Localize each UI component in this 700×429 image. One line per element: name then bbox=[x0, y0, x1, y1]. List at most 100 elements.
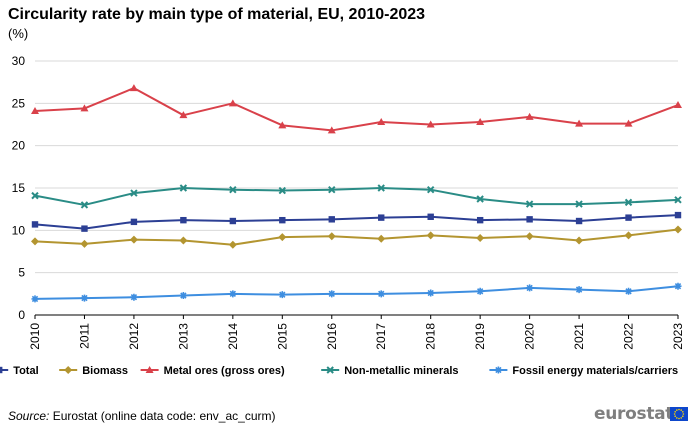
data-point-total bbox=[130, 218, 138, 226]
data-point-metal-ores-gross-ores bbox=[525, 112, 534, 120]
data-point-total bbox=[378, 214, 385, 221]
data-point-metal-ores-gross-ores bbox=[476, 117, 485, 125]
x-tick-label: 2017 bbox=[374, 323, 388, 350]
data-point-biomass bbox=[31, 237, 39, 246]
x-tick-label: 2014 bbox=[226, 323, 240, 350]
series-fossil-energy-materials-carriers bbox=[31, 282, 682, 303]
data-point-non-metallic-minerals bbox=[426, 185, 435, 194]
y-tick-label: 10 bbox=[12, 223, 26, 237]
x-tick-label: 2016 bbox=[325, 323, 339, 350]
series-line-metal-ores-gross-ores bbox=[34, 87, 679, 132]
y-tick-label: 0 bbox=[18, 308, 25, 322]
data-point-metal-ores-gross-ores bbox=[624, 119, 633, 127]
data-point-non-metallic-minerals bbox=[31, 191, 39, 200]
data-point-fossil-energy-materials-carriers bbox=[476, 287, 484, 295]
source-label: Source: bbox=[8, 409, 50, 423]
data-point-non-metallic-minerals bbox=[278, 186, 287, 195]
data-point-biomass bbox=[575, 236, 584, 245]
data-point-biomass bbox=[80, 239, 89, 248]
eu-flag-icon bbox=[670, 407, 688, 421]
x-tick-label: 2013 bbox=[176, 323, 190, 350]
data-point-non-metallic-minerals bbox=[624, 198, 633, 207]
data-point-fossil-energy-materials-carriers bbox=[229, 290, 237, 298]
data-point-fossil-energy-materials-carriers bbox=[427, 289, 435, 297]
y-tick-label: 30 bbox=[12, 54, 26, 68]
legend-item-total[interactable]: Total bbox=[0, 365, 39, 377]
data-point-fossil-energy-materials-carriers bbox=[377, 290, 385, 298]
data-point-non-metallic-minerals bbox=[229, 185, 237, 194]
axes: 0 5 10 15 20 25 30 2010 2011 2012 2013 2014 2015 2016… bbox=[12, 54, 685, 350]
legend-label: Metal ores (gross ores) bbox=[164, 365, 285, 377]
data-point-metal-ores-gross-ores bbox=[80, 104, 89, 112]
y-axis-unit: (%) bbox=[8, 26, 29, 41]
legend-label: Fossil energy materials/carriers bbox=[512, 365, 678, 377]
legend-item-non-metallic-minerals[interactable]: Non-metallic minerals bbox=[321, 365, 459, 377]
data-point-non-metallic-minerals bbox=[80, 201, 89, 209]
legend-item-metal-ores-gross-ores[interactable]: Metal ores (gross ores) bbox=[140, 365, 285, 377]
data-point-fossil-energy-materials-carriers bbox=[328, 290, 336, 298]
data-point-fossil-energy-materials-carriers bbox=[625, 287, 633, 295]
data-point-total bbox=[674, 211, 682, 219]
source-note: Source: Eurostat (online data code: env_… bbox=[8, 409, 276, 423]
x-tick-label: 2022 bbox=[622, 323, 636, 350]
legend-marker bbox=[0, 366, 3, 374]
data-point-metal-ores-gross-ores bbox=[31, 106, 39, 114]
data-point-biomass bbox=[129, 235, 138, 244]
data-point-total bbox=[328, 216, 335, 223]
x-tick-label: 2021 bbox=[572, 323, 586, 350]
data-point-fossil-energy-materials-carriers bbox=[80, 294, 88, 302]
data-point-metal-ores-gross-ores bbox=[129, 84, 138, 92]
data-point-biomass bbox=[228, 240, 237, 249]
data-point-biomass bbox=[278, 233, 287, 242]
data-point-biomass bbox=[624, 231, 633, 240]
data-point-biomass bbox=[674, 225, 682, 234]
legend-item-biomass[interactable]: Biomass bbox=[59, 365, 128, 377]
data-point-metal-ores-gross-ores bbox=[228, 99, 237, 107]
x-tick-label: 2011 bbox=[77, 323, 91, 349]
data-point-fossil-energy-materials-carriers bbox=[179, 292, 187, 300]
data-point-metal-ores-gross-ores bbox=[327, 126, 336, 134]
legend-item-fossil-energy-materials-carriers[interactable]: Fossil energy materials/carriers bbox=[489, 365, 678, 377]
data-point-biomass bbox=[476, 233, 485, 242]
y-tick-label: 20 bbox=[12, 139, 26, 153]
series-total bbox=[31, 211, 682, 232]
x-tick-label: 2015 bbox=[275, 323, 289, 350]
series-line-biomass bbox=[34, 228, 679, 246]
data-point-non-metallic-minerals bbox=[476, 195, 484, 203]
x-tick-label: 2010 bbox=[28, 323, 42, 350]
data-point-total bbox=[180, 216, 187, 224]
data-point-total bbox=[279, 216, 286, 224]
y-tick-label: 25 bbox=[12, 96, 26, 110]
data-point-fossil-energy-materials-carriers bbox=[674, 282, 682, 290]
data-point-non-metallic-minerals bbox=[179, 184, 188, 192]
data-point-metal-ores-gross-ores bbox=[575, 119, 584, 127]
legend-marker bbox=[494, 366, 502, 374]
data-point-non-metallic-minerals bbox=[575, 200, 583, 208]
data-point-metal-ores-gross-ores bbox=[179, 111, 188, 119]
data-point-total bbox=[625, 214, 632, 221]
data-point-fossil-energy-materials-carriers bbox=[575, 286, 583, 294]
data-point-metal-ores-gross-ores bbox=[426, 120, 435, 128]
x-tick-label: 2023 bbox=[671, 323, 685, 350]
data-point-fossil-energy-materials-carriers bbox=[278, 291, 286, 299]
data-point-fossil-energy-materials-carriers bbox=[130, 293, 138, 301]
legend-marker bbox=[326, 366, 334, 374]
data-point-biomass bbox=[525, 232, 534, 241]
data-point-total bbox=[31, 221, 39, 228]
data-point-non-metallic-minerals bbox=[130, 189, 138, 197]
data-point-total bbox=[81, 225, 88, 232]
eurostat-logo-text: eurostat bbox=[594, 404, 674, 424]
x-tick-label: 2019 bbox=[473, 323, 487, 350]
data-point-metal-ores-gross-ores bbox=[278, 121, 287, 129]
series-line-non-metallic-minerals bbox=[34, 187, 679, 206]
y-tick-label: 15 bbox=[12, 181, 26, 195]
data-point-biomass bbox=[327, 232, 336, 241]
data-point-total bbox=[526, 216, 533, 223]
series-lines bbox=[31, 84, 682, 303]
x-tick-label: 2020 bbox=[523, 323, 537, 350]
y-tick-label: 5 bbox=[18, 266, 25, 280]
gridlines bbox=[35, 60, 678, 316]
series-biomass bbox=[31, 225, 682, 249]
series-non-metallic-minerals bbox=[31, 184, 682, 209]
data-point-non-metallic-minerals bbox=[328, 185, 336, 194]
